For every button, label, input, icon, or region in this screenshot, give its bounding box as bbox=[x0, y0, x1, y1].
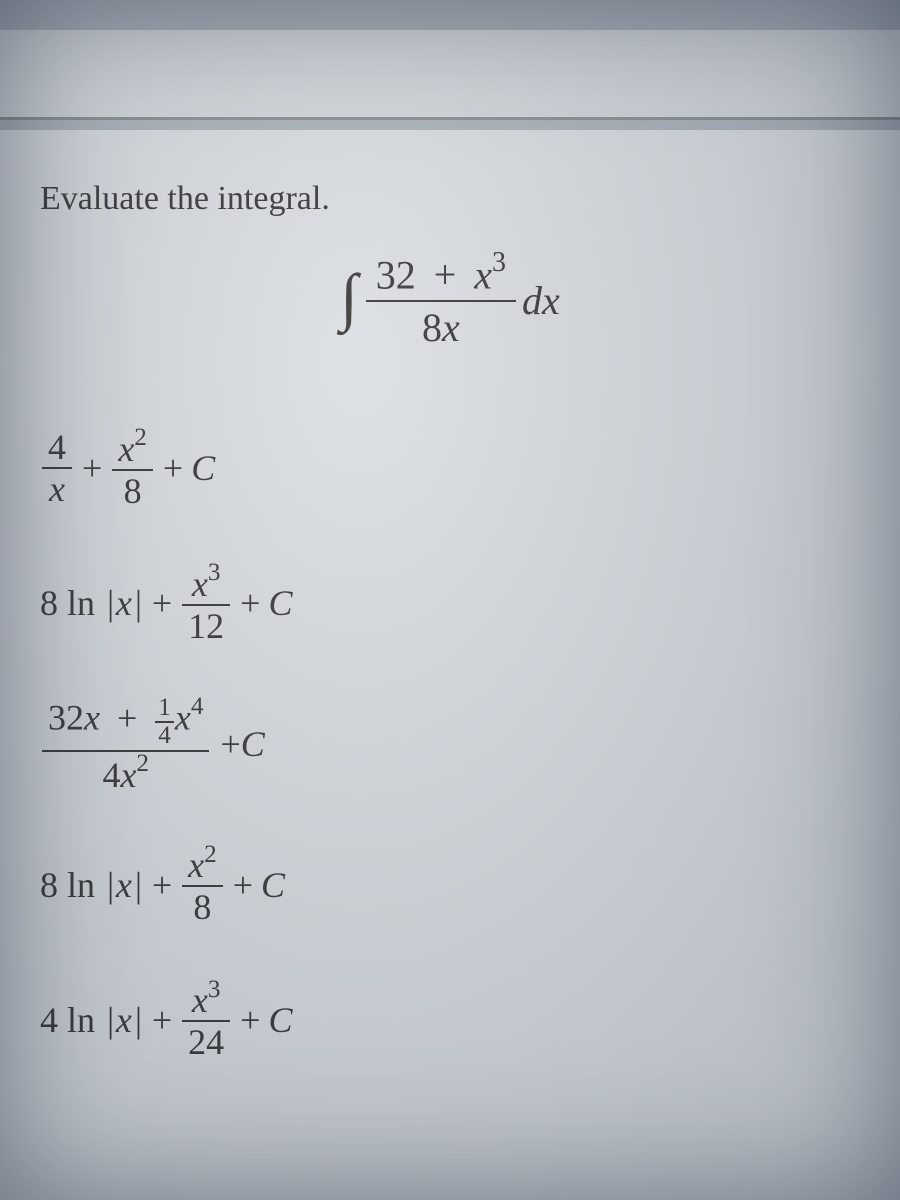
plus-sign: + bbox=[117, 698, 137, 738]
numerator-const: 32 bbox=[376, 252, 416, 297]
num-b-var: x bbox=[175, 698, 191, 738]
ln-coeff: 8 bbox=[40, 867, 58, 903]
plus-sign: + bbox=[233, 867, 253, 903]
frac-den: 12 bbox=[182, 606, 230, 646]
den-exp: 2 bbox=[136, 750, 149, 777]
option4-frac: x2 8 bbox=[182, 842, 223, 927]
frac-den: 24 bbox=[182, 1022, 230, 1062]
ln-arg: x bbox=[104, 867, 144, 903]
ln-coeff: 4 bbox=[40, 1002, 58, 1038]
plus-sign: + bbox=[152, 867, 172, 903]
top-frame bbox=[0, 30, 900, 120]
frac-num-var: x bbox=[192, 980, 208, 1020]
num-a-var: x bbox=[84, 698, 100, 738]
plus-sign: + bbox=[163, 450, 183, 486]
answer-option[interactable]: 8 ln x + x2 8 + C bbox=[40, 840, 860, 930]
frac1-num: 4 bbox=[42, 427, 72, 469]
ln-text: ln bbox=[58, 867, 104, 903]
answer-option[interactable]: 32x + 1 4 x4 4x2 +C bbox=[40, 693, 860, 794]
differential: dx bbox=[522, 277, 560, 324]
frac-num-exp: 3 bbox=[208, 559, 221, 586]
frac-num-exp: 2 bbox=[204, 841, 217, 868]
num-a-coeff: 32 bbox=[48, 698, 84, 738]
option1-frac2: x2 8 bbox=[112, 426, 153, 511]
den-var: x bbox=[120, 755, 136, 795]
den-coeff: 4 bbox=[102, 755, 120, 795]
ln-text: ln bbox=[58, 585, 104, 621]
frac2-num-var: x bbox=[118, 429, 134, 469]
frac1-den: x bbox=[42, 469, 72, 509]
option3-bigfrac: 32x + 1 4 x4 4x2 bbox=[42, 693, 209, 794]
plus-sign: + bbox=[152, 1002, 172, 1038]
question-prompt: Evaluate the integral. bbox=[40, 180, 860, 218]
option5-frac: x3 24 bbox=[182, 977, 230, 1062]
option2-frac: x3 12 bbox=[182, 561, 230, 646]
constant-c: C bbox=[241, 724, 265, 764]
denominator-coeff: 8 bbox=[422, 305, 442, 350]
constant-c: C bbox=[268, 1002, 292, 1038]
constant-c: C bbox=[261, 867, 285, 903]
numerator-var: x bbox=[474, 252, 492, 297]
denominator-var: x bbox=[442, 305, 460, 350]
frac-num-var: x bbox=[192, 564, 208, 604]
smallfrac-den: 4 bbox=[155, 723, 174, 748]
question-content: Evaluate the integral. ∫ 32 + x3 8x dx 4… bbox=[0, 130, 900, 1200]
ln-arg: x bbox=[104, 585, 144, 621]
integral-expression: ∫ 32 + x3 8x dx bbox=[40, 248, 860, 353]
inline-smallfrac: 1 4 bbox=[155, 695, 174, 747]
integral-symbol: ∫ bbox=[340, 260, 358, 334]
option1-frac1: 4 x bbox=[42, 427, 72, 509]
smallfrac-num: 1 bbox=[155, 695, 174, 722]
frac-den: 8 bbox=[182, 887, 223, 927]
ln-arg: x bbox=[104, 1002, 144, 1038]
plus-sign: + bbox=[82, 450, 102, 486]
ln-coeff: 8 bbox=[40, 585, 58, 621]
frac2-num-exp: 2 bbox=[134, 424, 147, 451]
frac2-den: 8 bbox=[112, 471, 153, 511]
plus-c: +C bbox=[211, 726, 264, 762]
constant-c: C bbox=[268, 585, 292, 621]
plus-sign: + bbox=[152, 585, 172, 621]
constant-c: C bbox=[191, 450, 215, 486]
num-b-exp: 4 bbox=[191, 693, 204, 720]
answer-option[interactable]: 8 ln x + x3 12 + C bbox=[40, 558, 860, 648]
frac-num-var: x bbox=[188, 845, 204, 885]
frac-num-exp: 3 bbox=[208, 976, 221, 1003]
answer-option[interactable]: 4 x + x2 8 + C bbox=[40, 423, 860, 513]
numerator-exp: 3 bbox=[492, 247, 506, 278]
answer-option[interactable]: 4 ln x + x3 24 + C bbox=[40, 975, 860, 1065]
plus-sign: + bbox=[240, 585, 260, 621]
integrand-fraction: 32 + x3 8x bbox=[366, 248, 516, 353]
plus-sign: + bbox=[240, 1002, 260, 1038]
ln-text: ln bbox=[58, 1002, 104, 1038]
plus-sign: + bbox=[434, 252, 457, 297]
